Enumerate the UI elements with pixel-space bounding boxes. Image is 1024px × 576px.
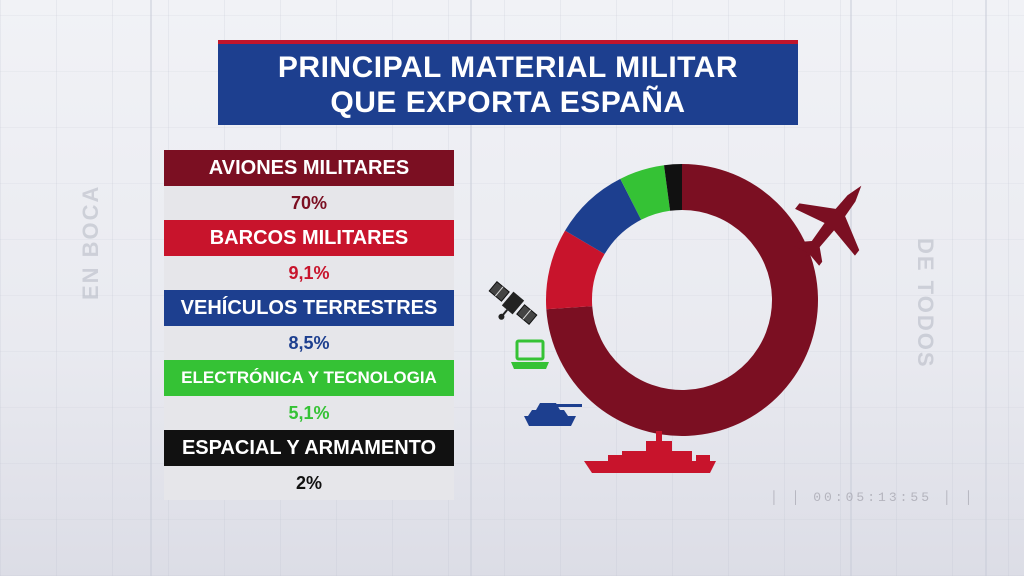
chart-title-box: PRINCIPAL MATERIAL MILITAR QUE EXPORTA E… (218, 40, 798, 125)
slice-electronica (620, 165, 671, 220)
legend-label-vehiculos: VEHÍCULOS TERRESTRES (164, 290, 454, 326)
timecode: │ │ 00:05:13:55 │ │ (770, 490, 976, 505)
background-line (850, 0, 852, 576)
laptop-icon (511, 339, 549, 369)
chart-title-line-2: QUE EXPORTA ESPAÑA (330, 85, 686, 119)
legend-value-espacial: 2% (164, 466, 454, 500)
legend-value-barcos: 9,1% (164, 256, 454, 290)
slice-barcos (546, 230, 605, 310)
slice-vehiculos (565, 178, 642, 255)
tank-icon (524, 403, 582, 426)
timecode-text: 00:05:13:55 (813, 490, 933, 505)
fighter-jet-icon (793, 185, 862, 266)
warship-icon (584, 431, 716, 473)
legend-value-aviones: 70% (164, 186, 454, 220)
slice-espacial (664, 164, 682, 211)
legend-label-aviones: AVIONES MILITARES (164, 150, 454, 186)
chart-title-line-1: PRINCIPAL MATERIAL MILITAR (277, 50, 739, 84)
background-line (985, 0, 987, 576)
legend-label-barcos: BARCOS MILITARES (164, 220, 454, 256)
donut-slices (546, 164, 818, 436)
legend-label-electronica: ELECTRÓNICA Y TECNOLOGIA (164, 360, 454, 396)
slice-aviones (546, 164, 818, 436)
legend-label-espacial: ESPACIAL Y ARMAMENTO (164, 430, 454, 466)
background-line (470, 0, 472, 576)
legend-value-electronica: 5,1% (164, 396, 454, 430)
legend-value-vehiculos: 8,5% (164, 326, 454, 360)
satellite-icon (488, 280, 538, 326)
legend: AVIONES MILITARES 70% BARCOS MILITARES 9… (164, 150, 454, 500)
background-line (150, 0, 152, 576)
